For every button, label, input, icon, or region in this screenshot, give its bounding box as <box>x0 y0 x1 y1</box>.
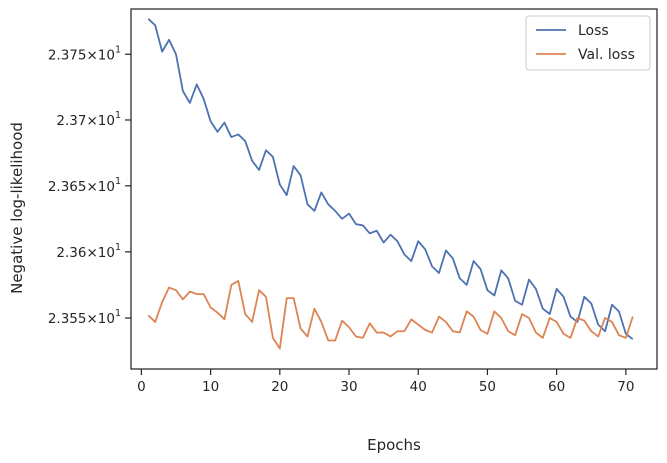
x-tick-label: 60 <box>548 379 565 395</box>
x-tick-label: 10 <box>202 379 219 395</box>
y-tick-label: 2.355×101 <box>48 308 121 327</box>
x-tick-label: 70 <box>617 379 634 395</box>
x-tick-label: 30 <box>340 379 357 395</box>
y-tick-label: 2.375×101 <box>48 44 121 63</box>
y-tick-label: 2.365×101 <box>48 176 121 195</box>
series-lines <box>147 18 634 350</box>
x-tick-label: 50 <box>479 379 496 395</box>
x-tick-label: 20 <box>271 379 288 395</box>
y-tick-label: 2.37×101 <box>56 110 121 129</box>
val-loss-line <box>147 280 634 350</box>
x-axis-label: Epochs <box>367 436 421 454</box>
legend-label-val-loss: Val. loss <box>578 47 635 63</box>
y-axis-label: Negative log-likelihood <box>8 122 26 294</box>
legend: Loss Val. loss <box>525 15 651 71</box>
y-axis-ticks: 2.355×101 2.36×101 2.365×101 2.37×101 2.375×… <box>48 44 131 327</box>
legend-label-loss: Loss <box>578 23 609 39</box>
x-tick-label: 0 <box>137 379 146 395</box>
x-axis-ticks: 0 10 20 30 40 50 60 70 <box>137 369 634 395</box>
loss-line <box>147 18 634 340</box>
x-tick-label: 40 <box>410 379 427 395</box>
y-tick-label: 2.36×101 <box>56 242 121 261</box>
